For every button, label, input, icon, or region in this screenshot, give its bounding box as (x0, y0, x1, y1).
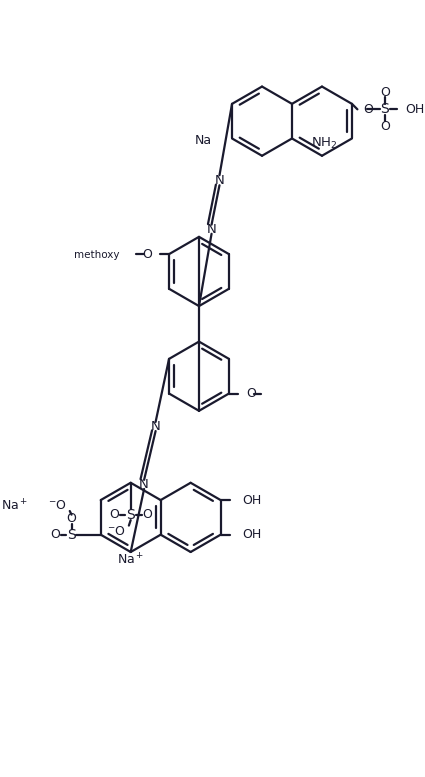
Text: O: O (380, 85, 390, 99)
Text: O: O (50, 528, 60, 542)
Text: O: O (246, 387, 256, 400)
Text: O: O (142, 508, 152, 521)
Text: O: O (67, 512, 76, 524)
Text: O: O (363, 103, 373, 116)
Text: S: S (126, 507, 135, 521)
Text: OH: OH (243, 493, 262, 507)
Text: N: N (207, 223, 216, 235)
Text: OH: OH (243, 528, 262, 542)
Text: OH: OH (406, 103, 425, 116)
Text: Na$^+$: Na$^+$ (117, 552, 144, 568)
Text: O: O (109, 508, 119, 521)
Text: $^{-}$O: $^{-}$O (48, 499, 67, 512)
Text: Na: Na (195, 134, 212, 147)
Text: S: S (67, 528, 76, 542)
Text: NH$_2$: NH$_2$ (311, 135, 337, 151)
Text: $^{-}$O: $^{-}$O (107, 524, 126, 538)
Text: Na$^+$: Na$^+$ (0, 498, 28, 513)
Text: N: N (139, 478, 149, 491)
Text: N: N (215, 174, 224, 187)
Text: O: O (380, 120, 390, 133)
Text: O: O (142, 248, 152, 260)
Text: S: S (380, 103, 389, 117)
Text: methoxy: methoxy (74, 250, 120, 260)
Text: N: N (151, 420, 161, 433)
